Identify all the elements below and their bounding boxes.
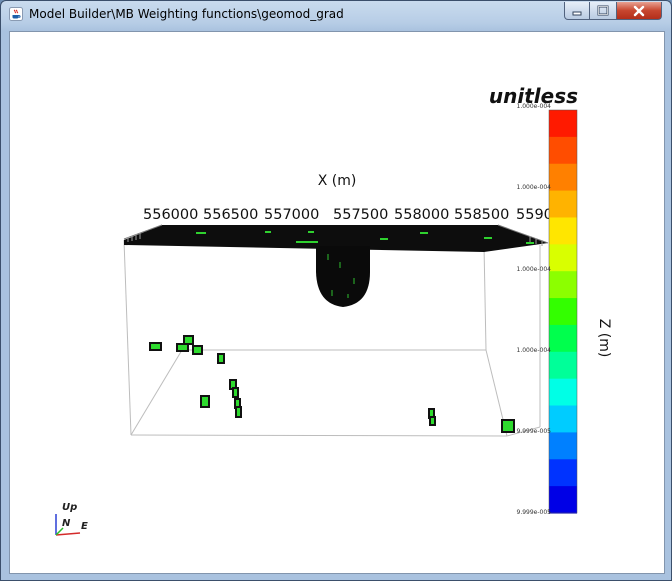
x-axis-ticks: 556000 556500 557000 557500 558000 55850… <box>143 207 553 223</box>
colorbar-band <box>549 110 577 138</box>
colorbar-tick-label: 1.000e-004 <box>517 266 552 273</box>
colorbar-band <box>549 486 577 514</box>
colorbar-axis-label: Z (m) <box>596 319 612 358</box>
north-label: N <box>62 518 71 529</box>
close-icon <box>633 5 645 16</box>
colorbar-tick-label: 1.000e-004 <box>517 184 552 191</box>
colorbar-tick-label: 1.000e-004 <box>517 347 552 354</box>
north-axis-line <box>55 527 64 536</box>
title-bar[interactable]: Model Builder\MB Weighting functions\geo… <box>1 1 671 27</box>
3d-viewport[interactable]: X (m) 556000 556500 557000 557500 558000… <box>9 31 665 574</box>
colorbar-band <box>549 324 577 353</box>
colorbar-title: unitless <box>489 84 578 108</box>
x-axis-label: X (m) <box>318 173 357 189</box>
x-tick-label: 5590 <box>516 207 553 223</box>
data-cells <box>149 335 515 433</box>
surface-slab <box>123 224 549 252</box>
colorbar-band <box>549 244 577 272</box>
window-title: Model Builder\MB Weighting functions\geo… <box>29 7 344 21</box>
colorbar-band <box>549 432 577 460</box>
close-button[interactable] <box>617 2 662 20</box>
colorbar-band <box>549 351 577 380</box>
minimize-icon <box>572 11 582 15</box>
x-tick-label: 558500 <box>454 207 509 223</box>
colorbar-frame <box>548 109 578 514</box>
colorbar-band <box>549 378 577 407</box>
orientation-indicator: Up N E <box>55 502 88 536</box>
plume-body <box>316 246 370 307</box>
colorbar-tick-label: 9.999e-005 <box>517 428 552 435</box>
colorbar-band <box>549 217 577 245</box>
colorbar-ticks: 1.000e-004 1.000e-004 1.000e-004 1.000e-… <box>517 103 552 516</box>
colorbar-band <box>549 459 577 487</box>
maximize-button[interactable] <box>590 2 617 20</box>
x-tick-label: 556500 <box>203 207 258 223</box>
colorbar-band <box>549 405 577 433</box>
colorbar-band <box>549 163 577 192</box>
colorbar-band <box>549 136 577 165</box>
colorbar-band <box>549 190 577 219</box>
colorbar-band <box>549 298 577 326</box>
x-tick-label: 556000 <box>143 207 198 223</box>
colorbar <box>549 110 577 514</box>
up-label: Up <box>62 502 77 513</box>
maximize-icon <box>597 5 609 16</box>
x-tick-label: 558000 <box>394 207 449 223</box>
minimize-button[interactable] <box>564 2 590 20</box>
x-tick-label: 557500 <box>333 207 388 223</box>
scene-svg[interactable]: X (m) 556000 556500 557000 557500 558000… <box>10 32 665 574</box>
east-label: E <box>81 521 88 532</box>
colorbar-tick-label: 9.999e-005 <box>517 509 552 516</box>
java-app-icon <box>9 7 23 21</box>
east-axis-line <box>55 532 81 536</box>
colorbar-tick-label: 1.000e-004 <box>517 103 552 110</box>
x-tick-label: 557000 <box>264 207 319 223</box>
colorbar-band <box>549 271 577 299</box>
bounding-box <box>123 239 541 437</box>
